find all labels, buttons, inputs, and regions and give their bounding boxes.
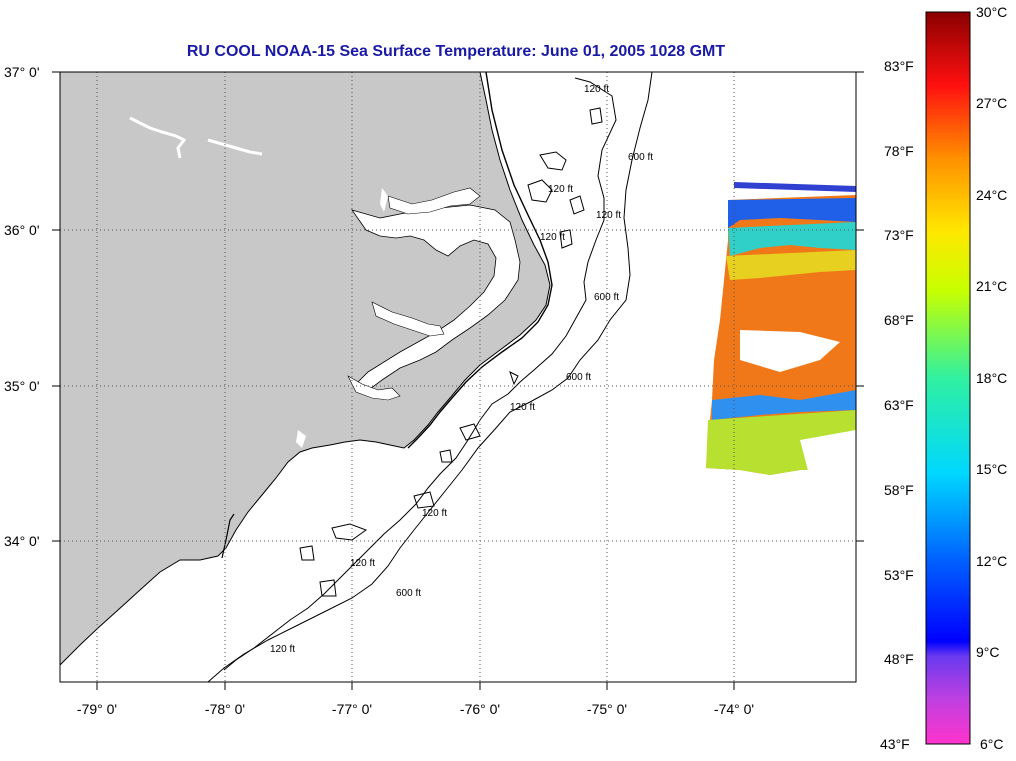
contour-label: 120 ft [548, 184, 573, 195]
sst-top-strip [734, 182, 856, 192]
latitude-axis [52, 71, 864, 542]
contour-label: 120 ft [584, 84, 609, 95]
contour-label: 120 ft [510, 402, 535, 413]
contour-label: 600 ft [396, 588, 421, 599]
lon-label: -75° 0' [587, 701, 627, 717]
lat-label: 35° 0' [4, 378, 40, 394]
fahrenheit-label: 48°F [884, 651, 914, 667]
lat-label: 36° 0' [4, 222, 40, 238]
contour-label: 120 ft [350, 558, 375, 569]
celsius-label: 21°C [976, 278, 1007, 294]
fahrenheit-label: 63°F [884, 397, 914, 413]
outer-banks-shore [407, 72, 553, 449]
bathymetry-contours [207, 72, 653, 682]
contour-label: 120 ft [540, 232, 565, 243]
cape-fear-shore [221, 513, 235, 559]
lon-label: -77° 0' [332, 701, 372, 717]
contour-label: 120 ft [270, 644, 295, 655]
sst-front-band [712, 390, 856, 420]
fahrenheit-label: 58°F [884, 482, 914, 498]
fahrenheit-label: 68°F [884, 312, 914, 328]
fahrenheit-label: 53°F [884, 567, 914, 583]
reservoir-lake-2 [207, 138, 263, 156]
temperature-colorbar [925, 11, 971, 745]
contour-label: 600 ft [594, 292, 619, 303]
contour-600ft [207, 72, 653, 682]
lon-label: -78° 0' [205, 701, 245, 717]
celsius-label: 18°C [976, 370, 1007, 386]
pamlico-river [371, 301, 445, 337]
sst-cloud-gap [740, 330, 840, 372]
lat-label: 34° 0' [4, 533, 40, 549]
contour-120ft [223, 77, 617, 671]
sst-cool-band [728, 198, 856, 228]
map-frame [59, 71, 857, 683]
lon-label: -79° 0' [77, 701, 117, 717]
sst-swath [706, 182, 856, 478]
map-title: RU COOL NOAA-15 Sea Surface Temperature:… [187, 43, 726, 60]
fahrenheit-label: 83°F [884, 58, 914, 74]
contour-label: 120 ft [596, 210, 621, 221]
celsius-label: 24°C [976, 187, 1007, 203]
contour-labels: 120 ft 120 ft 120 ft 120 ft 120 ft 120 f… [270, 84, 653, 655]
sst-cloud-gap-2 [800, 430, 856, 478]
colorbar-celsius-labels: 30°C 27°C 24°C 21°C 18°C 15°C 12°C 9°C 6… [976, 4, 1007, 752]
contour-label: 600 ft [628, 152, 653, 163]
lon-label: -76° 0' [460, 701, 500, 717]
fahrenheit-label: 73°F [884, 227, 914, 243]
neuse-river [347, 375, 401, 401]
celsius-label: 6°C [980, 736, 1004, 752]
reservoir-lake [129, 116, 187, 159]
contour-label: 120 ft [422, 508, 447, 519]
celsius-label: 9°C [976, 644, 1000, 660]
lat-label: 37° 0' [4, 64, 40, 80]
celsius-label: 15°C [976, 461, 1007, 477]
sound-water [351, 204, 521, 393]
sst-yellow-band [726, 250, 856, 280]
albemarle-river [387, 187, 481, 215]
celsius-label: 27°C [976, 95, 1007, 111]
celsius-label: 12°C [976, 553, 1007, 569]
celsius-label: 30°C [976, 4, 1007, 20]
fahrenheit-label: 78°F [884, 143, 914, 159]
grid-lines [60, 72, 856, 682]
fahrenheit-label: 43°F [880, 736, 910, 752]
contour-label: 600 ft [566, 372, 591, 383]
lake-4 [296, 430, 306, 448]
longitude-axis [96, 682, 735, 690]
lon-label: -74° 0' [714, 701, 754, 717]
lake-3 [380, 188, 388, 212]
colorbar-fahrenheit-labels: 83°F 78°F 73°F 68°F 63°F 58°F 53°F 48°F … [880, 58, 914, 752]
